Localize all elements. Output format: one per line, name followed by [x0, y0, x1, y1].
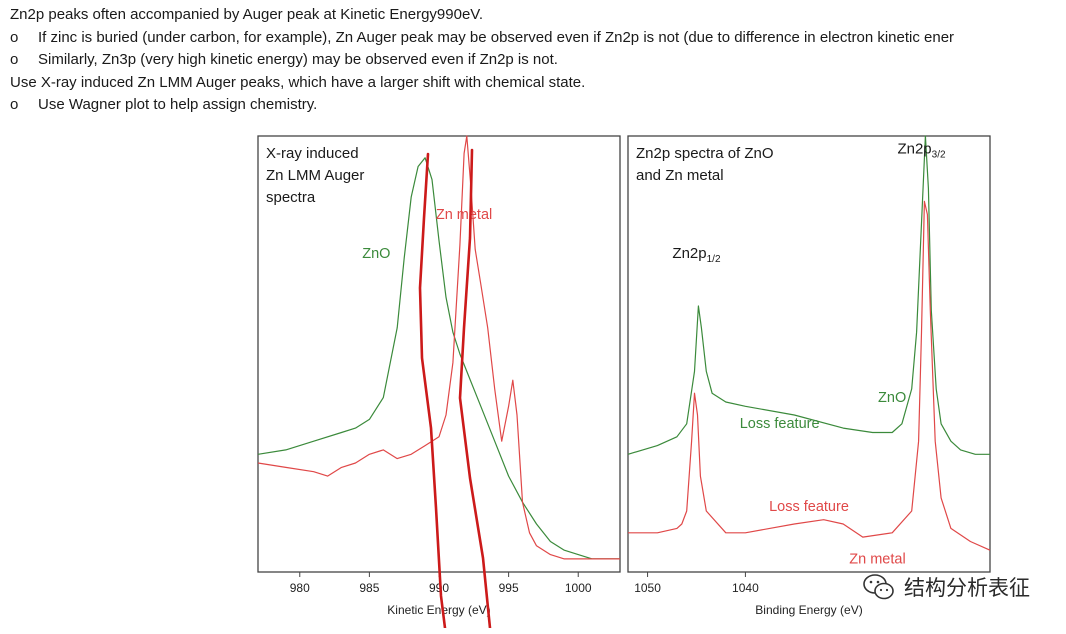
peak-label: Zn2p3/2	[897, 140, 946, 160]
plot-frame	[257, 135, 621, 573]
x-tick-label: 1050	[634, 581, 661, 595]
series-annotation: ZnO	[362, 246, 390, 262]
wechat-icon	[863, 574, 894, 600]
bullet-text: If zinc is buried (under carbon, for exa…	[38, 28, 955, 46]
bullet-item: o If zinc is buried (under carbon, for ex…	[10, 27, 1066, 50]
series-line-zn-metal	[628, 200, 991, 551]
chart-title-line: Zn LMM Auger	[266, 167, 364, 184]
bullet-text: Use X-ray induced Zn LMM Auger peaks, wh…	[10, 73, 586, 91]
peak-label-subscript: 3/2	[932, 149, 946, 160]
bullet-marker: o	[10, 28, 19, 46]
watermark-text: 结构分析表征	[904, 576, 1030, 600]
series-annotation: ZnO	[878, 390, 906, 406]
peak-label-main: Zn2p	[897, 140, 931, 157]
hand-drawn-marker-line	[418, 152, 447, 628]
bullet-text: Similarly, Zn3p (very high kinetic energ…	[38, 51, 558, 68]
bullet-item: o Similarly, Zn3p (very high kinetic ener…	[10, 49, 1066, 72]
watermark: 结构分析表征	[862, 572, 1030, 602]
auger-chart: X-ray induced Zn LMM Auger spectra 980 985 99…	[257, 135, 621, 628]
x-tick-label: 995	[499, 581, 519, 595]
bullet-list: Zn2p peaks often accompanied by Auger pe…	[10, 4, 1066, 117]
bullet-text: Zn2p peaks often accompanied by Auger pe…	[10, 6, 484, 23]
series-annotation: Zn metal	[849, 551, 905, 567]
peak-label-subscript: 1/2	[707, 254, 721, 265]
bullet-marker: o	[10, 51, 19, 68]
series-annotation: Loss feature	[769, 499, 849, 515]
x-tick-label: 985	[359, 581, 379, 595]
hand-drawn-marker-line	[458, 148, 492, 628]
peak-label: Zn2p1/2	[672, 245, 721, 265]
series-line-zno	[257, 157, 620, 560]
bullet-marker: o	[10, 96, 19, 113]
x-axis-label: Binding Energy (eV)	[755, 603, 862, 617]
x-tick-label: 1000	[565, 581, 592, 595]
bullet-text: Use Wagner plot to help assign chemistry…	[38, 96, 318, 113]
series-annotation: Loss feature	[740, 416, 820, 432]
bullet-item: o Use Wagner plot to help assign chemistr…	[10, 94, 1066, 117]
series-annotation: Zn metal	[436, 207, 492, 223]
bullet-item: Zn2p peaks often accompanied by Auger pe…	[10, 4, 1066, 27]
chart-title-line: Zn2p spectra of ZnO	[636, 145, 774, 162]
series-line-zno	[627, 135, 990, 455]
chart-title-line: X-ray induced	[266, 145, 359, 162]
x-tick-label: 980	[290, 581, 310, 595]
x-axis-label: Kinetic Energy (eV)	[387, 603, 490, 617]
bullet-item: Use X-ray induced Zn LMM Auger peaks, wh…	[10, 72, 1066, 95]
plot-frame	[627, 135, 991, 573]
zn2p-chart: Zn2p spectra of ZnO and Zn metal 1050 1040 B…	[627, 135, 991, 617]
chart-title-line: and Zn metal	[636, 167, 724, 184]
peak-label-main: Zn2p	[672, 245, 706, 262]
chart-title-line: spectra	[266, 189, 316, 206]
x-tick-label: 990	[429, 581, 449, 595]
x-tick-label: 1040	[732, 581, 759, 595]
